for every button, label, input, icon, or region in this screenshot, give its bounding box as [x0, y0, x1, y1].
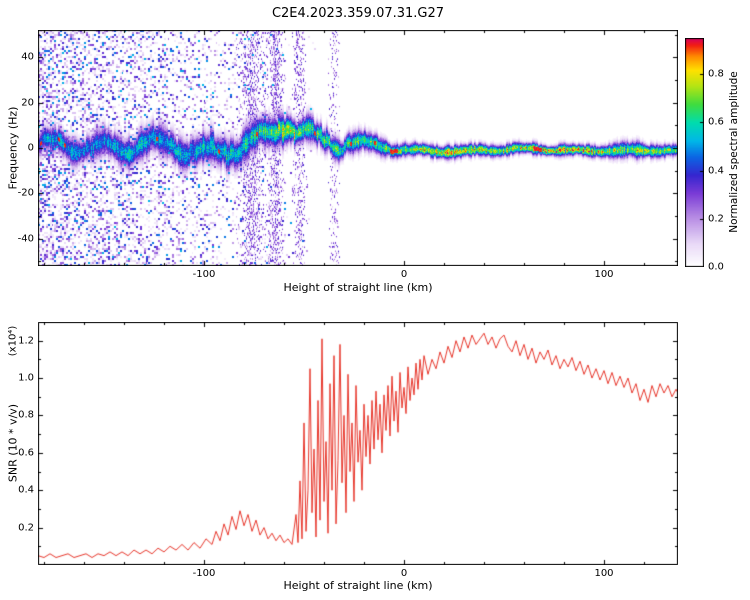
bottom-y-tick-label: 0.8: [18, 409, 34, 421]
colorbar-tick-label: 0.8: [708, 68, 724, 80]
bottom-y-multiplier: (x10⁴): [7, 325, 19, 357]
spectrogram-plot: [38, 30, 678, 266]
top-y-tick-label: -20: [17, 187, 34, 199]
chart-title: C2E4.2023.359.07.31.G27: [271, 6, 445, 21]
top-x-tick-label: 0: [400, 269, 408, 280]
colorbar-tick-label: 0.0: [708, 261, 724, 273]
bottom-y-tick-label: 0.2: [18, 522, 34, 534]
colorbar: [685, 38, 704, 267]
top-y-tick-label: 40: [21, 51, 34, 63]
colorbar-tick-label: 0.4: [708, 165, 724, 177]
bottom-y-tick-label: 0.6: [18, 447, 34, 459]
bottom-x-axis-label: Height of straight line (km): [283, 579, 433, 592]
colorbar-tick-label: 0.2: [708, 213, 724, 225]
top-x-tick-label: 100: [594, 269, 614, 280]
colorbar-label: Normalized spectral amplitude: [728, 71, 740, 233]
bottom-x-tick-label: -100: [192, 568, 216, 579]
top-y-tick-label: 20: [21, 97, 34, 109]
top-y-tick-label: -40: [17, 233, 34, 245]
top-x-tick-label: -100: [192, 269, 216, 280]
top-x-axis-label: Height of straight line (km): [283, 281, 433, 294]
colorbar-tick-label: 0.6: [708, 116, 724, 128]
bottom-x-tick-label: 0: [400, 568, 408, 579]
bottom-y-tick-label: 0.4: [18, 484, 34, 496]
bottom-y-axis-label: SNR (10 * v/v): [6, 403, 20, 483]
bottom-y-tick-label: 1.0: [18, 372, 34, 384]
snr-plot: [38, 322, 678, 565]
bottom-x-tick-label: 100: [594, 568, 614, 579]
top-y-axis-label: Frequency (Hz): [6, 106, 20, 190]
bottom-y-tick-label: 1.2: [18, 335, 34, 347]
top-y-tick-label: 0: [27, 142, 34, 154]
